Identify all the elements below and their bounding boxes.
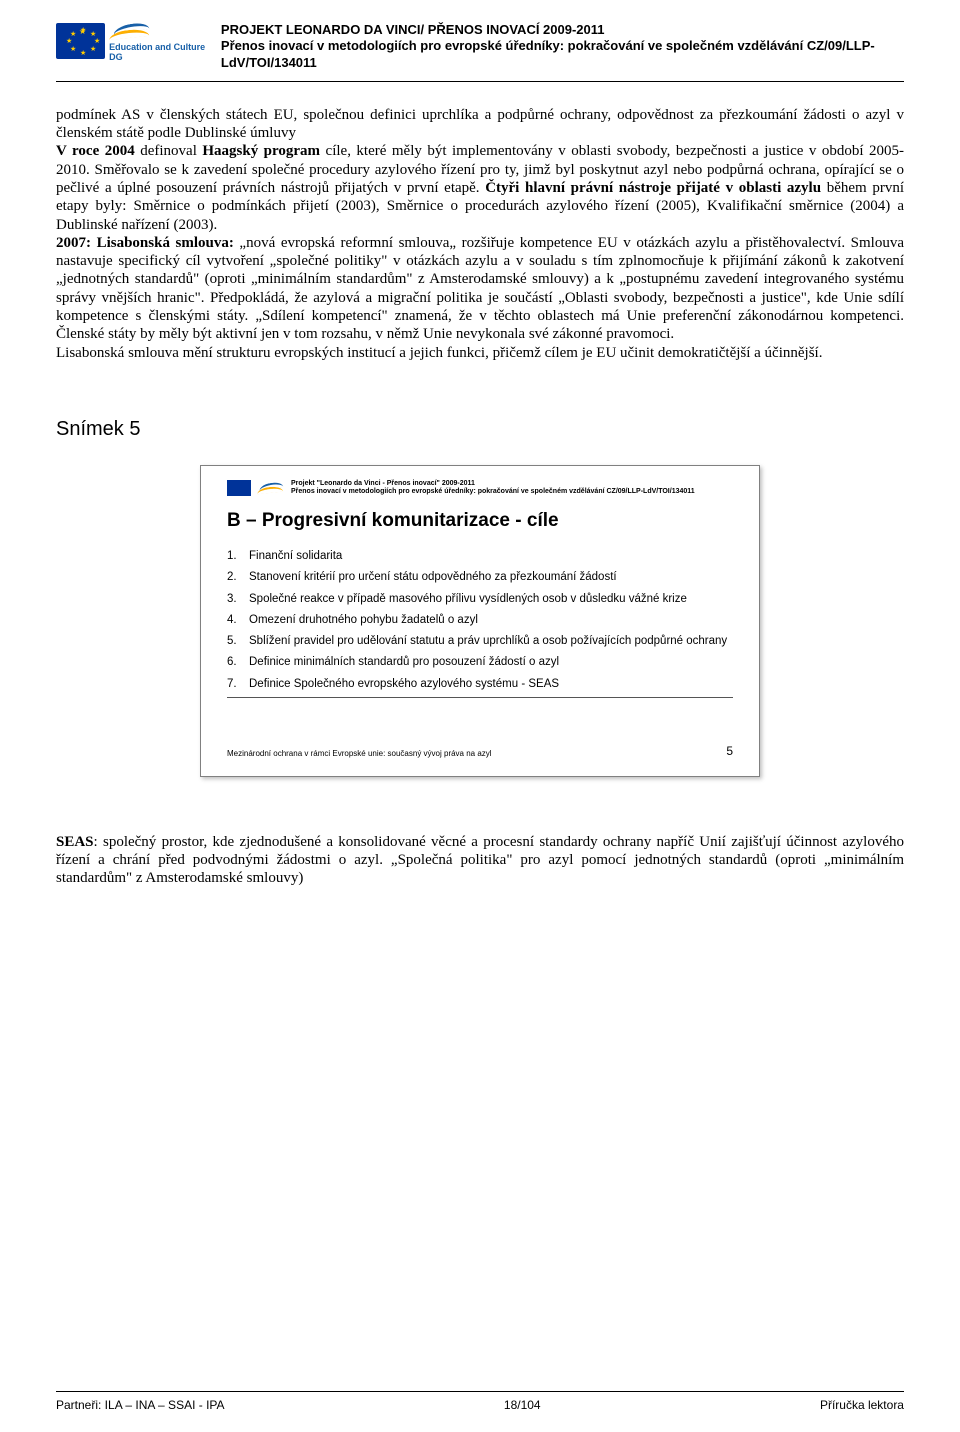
slide-footer-rule bbox=[227, 697, 733, 698]
list-item: 7. Definice Společného evropského azylové… bbox=[227, 676, 733, 693]
list-text: Definice Společného evropského azylového… bbox=[249, 676, 559, 693]
slide-label: Snímek 5 bbox=[56, 418, 904, 441]
slide-header: Projekt "Leonardo da Vinci - Přenos inov… bbox=[227, 480, 733, 496]
eu-stars-icon: ★★ ★★ ★★ ★★ bbox=[56, 23, 105, 59]
project-header-text: PROJEKT LEONARDO DA VINCI/ PŘENOS INOVAC… bbox=[221, 20, 904, 71]
slide-proj-line2: Přenos inovací v metodologiích pro evrop… bbox=[291, 488, 695, 496]
list-text: Omezení druhotného pohybu žadatelů o azy… bbox=[249, 612, 478, 629]
list-item: 3. Společné reakce v případě masového pří… bbox=[227, 591, 733, 608]
header-line2: Přenos inovací v metodologiích pro evrop… bbox=[221, 38, 904, 71]
slide-list: 1. Finanční solidarita 2. Stanovení kritér… bbox=[227, 548, 733, 693]
para2-bold1: V roce 2004 bbox=[56, 143, 135, 159]
list-number: 3. bbox=[227, 591, 241, 608]
list-number: 5. bbox=[227, 633, 241, 650]
slide-page-number: 5 bbox=[726, 744, 733, 758]
page-header: ★★ ★★ ★★ ★★ Education and Culture DG PRO… bbox=[56, 20, 904, 71]
list-item: 6. Definice minimálních standardů pro pos… bbox=[227, 654, 733, 671]
header-logos: ★★ ★★ ★★ ★★ Education and Culture DG bbox=[56, 20, 211, 62]
para2-bold2: Haagský program bbox=[202, 143, 320, 159]
slide-container: Projekt "Leonardo da Vinci - Přenos inov… bbox=[56, 465, 904, 777]
swoosh-icon bbox=[109, 20, 153, 42]
slide-proj-line1: Projekt "Leonardo da Vinci - Přenos inov… bbox=[291, 480, 695, 488]
list-item: 1. Finanční solidarita bbox=[227, 548, 733, 565]
list-text: Sblížení pravidel pro udělování statutu … bbox=[249, 633, 727, 650]
list-text: Definice minimálních standardů pro posou… bbox=[249, 654, 559, 671]
page: ★★ ★★ ★★ ★★ Education and Culture DG PRO… bbox=[0, 0, 960, 1432]
paragraph-3: 2007: Lisabonská smlouva: „nová evropská… bbox=[56, 234, 904, 344]
footer-center: 18/104 bbox=[504, 1398, 541, 1412]
list-number: 1. bbox=[227, 548, 241, 565]
seas-bold: SEAS bbox=[56, 834, 94, 850]
list-number: 6. bbox=[227, 654, 241, 671]
slide-footer: Mezinárodní ochrana v rámci Evropské uni… bbox=[227, 744, 733, 758]
header-rule bbox=[56, 81, 904, 82]
footer-right: Příručka lektora bbox=[820, 1398, 904, 1412]
list-item: 2. Stanovení kritérií pro určení státu od… bbox=[227, 569, 733, 586]
list-number: 2. bbox=[227, 569, 241, 586]
mini-swoosh-icon bbox=[257, 481, 285, 495]
list-item: 5. Sblížení pravidel pro udělování statut… bbox=[227, 633, 733, 650]
body-text: podmínek AS v členských státech EU, spol… bbox=[56, 106, 904, 362]
slide-title: B – Progresivní komunitarizace - cíle bbox=[227, 510, 733, 532]
footer-row: Partneři: ILA – INA – SSAI - IPA 18/104 … bbox=[56, 1398, 904, 1412]
list-text: Finanční solidarita bbox=[249, 548, 342, 565]
education-culture-logo: Education and Culture DG bbox=[109, 20, 211, 62]
list-text: Společné reakce v případě masového příli… bbox=[249, 591, 687, 608]
eu-flag-icon: ★★ ★★ ★★ ★★ bbox=[56, 23, 105, 59]
list-item: 4. Omezení druhotného pohybu žadatelů o a… bbox=[227, 612, 733, 629]
paragraph-2: V roce 2004 definoval Haagský program cí… bbox=[56, 142, 904, 233]
header-line1: PROJEKT LEONARDO DA VINCI/ PŘENOS INOVAC… bbox=[221, 22, 904, 38]
list-text: Stanovení kritérií pro určení státu odpo… bbox=[249, 569, 617, 586]
mini-eu-flag-icon bbox=[227, 480, 251, 496]
paragraph-4: Lisabonská smlouva mění strukturu evrops… bbox=[56, 344, 904, 362]
paragraph-1: podmínek AS v členských státech EU, spol… bbox=[56, 106, 904, 143]
para2-bold3: Čtyři hlavní právní nástroje přijaté v o… bbox=[485, 180, 821, 196]
slide-project-text: Projekt "Leonardo da Vinci - Přenos inov… bbox=[291, 480, 695, 496]
seas-text: : společný prostor, kde zjednodušené a k… bbox=[56, 834, 904, 887]
list-number: 4. bbox=[227, 612, 241, 629]
after-slide-paragraph: SEAS: společný prostor, kde zjednodušené… bbox=[56, 833, 904, 888]
slide: Projekt "Leonardo da Vinci - Přenos inov… bbox=[200, 465, 760, 777]
education-culture-label: Education and Culture DG bbox=[109, 42, 211, 62]
para3-bold: 2007: Lisabonská smlouva: bbox=[56, 235, 234, 251]
list-number: 7. bbox=[227, 676, 241, 693]
para2-text1: definoval bbox=[135, 143, 203, 159]
page-footer: Partneři: ILA – INA – SSAI - IPA 18/104 … bbox=[56, 1391, 904, 1412]
footer-rule bbox=[56, 1391, 904, 1392]
footer-left: Partneři: ILA – INA – SSAI - IPA bbox=[56, 1398, 225, 1412]
slide-footer-text: Mezinárodní ochrana v rámci Evropské uni… bbox=[227, 749, 492, 758]
